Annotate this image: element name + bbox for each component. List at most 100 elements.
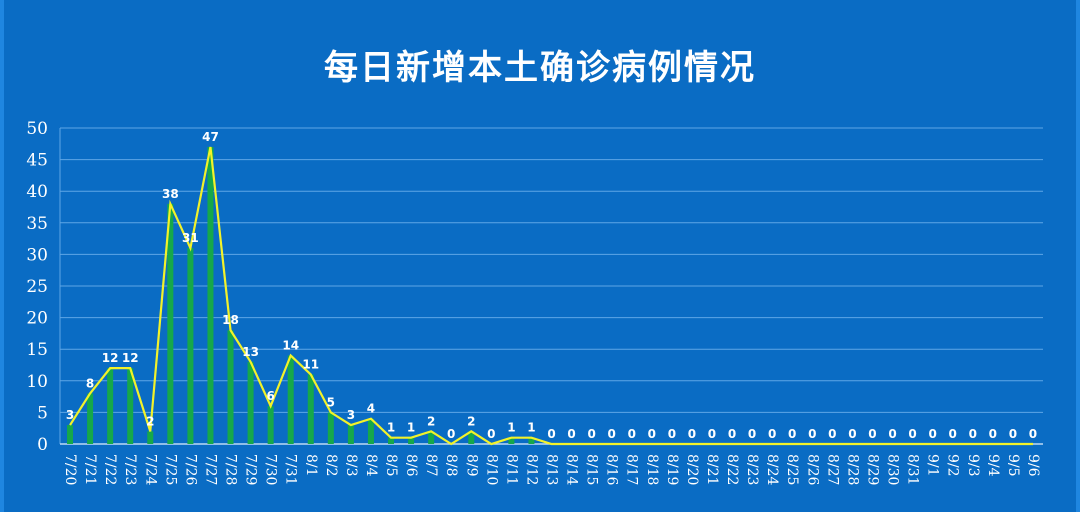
x-tick-label: 8/15 [584,454,600,485]
data-label: 0 [567,427,575,441]
x-tick-label: 7/27 [202,454,218,485]
x-tick-label: 8/31 [905,454,921,485]
x-tick-label: 8/30 [885,454,901,485]
bar [187,248,194,444]
x-tick-label: 9/3 [965,454,981,477]
data-label: 0 [587,427,595,441]
bar [207,146,214,444]
series-line [69,146,1033,446]
data-label: 1 [407,421,415,435]
x-tick-label: 8/21 [704,454,720,485]
data-label: 0 [648,427,656,441]
data-label: 18 [222,313,239,327]
x-tick-label: 8/27 [824,454,840,485]
x-tick-label: 9/6 [1025,454,1041,477]
x-tick-label: 8/11 [503,454,519,485]
data-label: 2 [146,414,154,428]
data-label: 0 [668,427,676,441]
data-label: 3 [66,408,74,422]
x-tick-label: 8/16 [604,454,620,486]
x-tick-label: 8/12 [523,454,539,485]
bar [67,425,74,444]
data-label: 5 [327,395,335,409]
data-label: 2 [427,414,435,428]
x-tick-label: 8/20 [684,454,700,485]
bar [347,425,354,444]
x-tick-label: 9/4 [985,454,1001,477]
data-label: 0 [748,427,756,441]
x-tick-label: 7/26 [182,454,198,486]
x-tick-label: 8/1 [303,454,319,477]
data-label: 0 [1009,427,1017,441]
data-label: 0 [788,427,796,441]
y-tick-label: 35 [26,214,48,234]
data-label: 0 [768,427,776,441]
data-label: 3 [347,408,355,422]
data-label: 11 [302,357,319,371]
data-label: 0 [949,427,957,441]
data-label: 0 [828,427,836,441]
x-tick-label: 8/29 [864,454,880,485]
x-tick-label: 7/20 [62,454,78,485]
bar [287,355,294,444]
x-tick-label: 8/18 [644,454,660,485]
bar [508,437,515,444]
y-tick-label: 25 [26,277,48,297]
data-label: 0 [688,427,696,441]
x-tick-label: 8/23 [744,454,760,485]
bar [428,431,435,444]
x-tick-label: 7/25 [162,454,178,485]
bar [388,437,395,444]
data-label: 14 [282,339,299,353]
bar [147,431,154,444]
data-label: 0 [989,427,997,441]
x-tick-label: 8/6 [403,454,419,477]
data-label: 0 [888,427,896,441]
data-label: 13 [242,345,259,359]
data-label: 0 [487,427,495,441]
x-tick-label: 8/3 [343,454,359,477]
x-tick-label: 8/22 [724,454,740,485]
x-tick-label: 7/29 [243,454,259,485]
x-tick-label: 8/9 [463,454,479,477]
x-tick-label: 8/24 [764,454,780,486]
x-tick-label: 8/10 [483,454,499,485]
x-tick-label: 8/14 [564,454,580,486]
bar [107,368,114,444]
x-tick-label: 7/30 [263,454,279,485]
x-tick-label: 8/26 [804,454,820,486]
data-label: 0 [808,427,816,441]
data-label: 12 [122,351,139,365]
x-tick-label: 9/5 [1005,454,1021,477]
y-tick-label: 20 [26,309,48,329]
y-tick-label: 50 [26,119,48,139]
data-label: 0 [447,427,455,441]
x-tick-label: 9/1 [925,454,941,477]
data-label: 8 [86,376,94,390]
data-label: 4 [367,402,375,416]
y-tick-label: 15 [26,340,48,360]
bar [468,431,475,444]
data-label: 6 [266,389,274,403]
x-tick-label: 8/2 [323,454,339,477]
y-tick-label: 30 [26,245,48,265]
x-tick-label: 7/24 [142,454,158,486]
y-tick-label: 0 [37,435,48,455]
bar [267,406,274,444]
data-label: 0 [928,427,936,441]
y-tick-label: 5 [37,403,48,423]
data-label: 1 [507,421,515,435]
x-tick-label: 8/4 [363,454,379,477]
data-label: 0 [608,427,616,441]
data-label: 0 [547,427,555,441]
bar [127,368,134,444]
data-label: 0 [708,427,716,441]
x-tick-label: 9/2 [945,454,961,477]
bar [408,437,415,444]
x-tick-label: 8/19 [664,454,680,485]
bar [247,361,254,444]
bar [307,374,314,444]
data-label: 1 [387,421,395,435]
